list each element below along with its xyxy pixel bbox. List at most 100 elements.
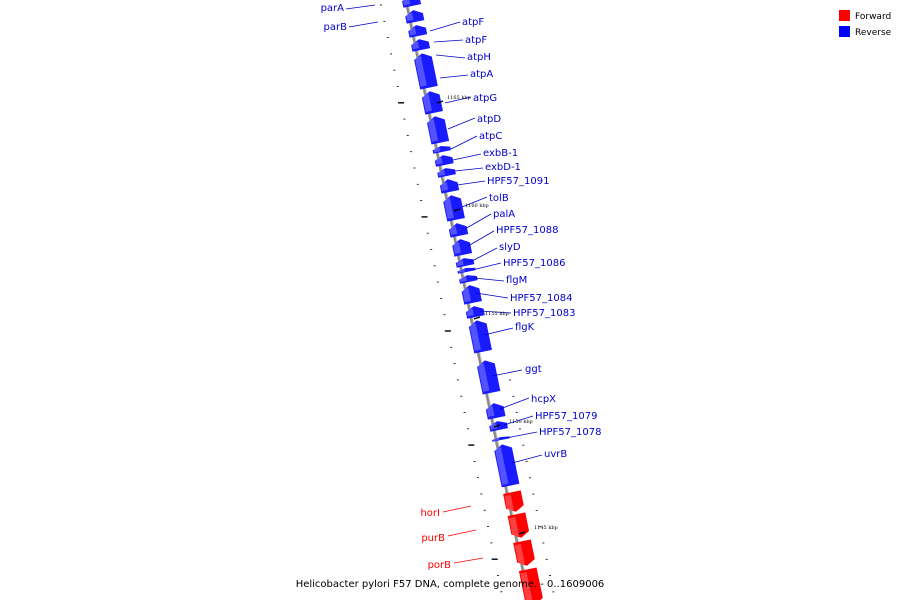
gene-flgK[interactable] (468, 319, 492, 354)
gene-label[interactable]: tolB (489, 193, 509, 204)
gene-arrow (402, 0, 422, 8)
gene-slyD[interactable] (455, 256, 475, 268)
legend-item-reverse[interactable]: Reverse (839, 26, 892, 38)
gene-parA[interactable] (401, 0, 422, 8)
gene-HPF57_1083[interactable] (465, 304, 485, 319)
gene-label[interactable]: exbD-1 (485, 162, 521, 173)
gene-label[interactable]: atpC (479, 131, 502, 142)
gene-arrow (434, 155, 454, 167)
gene-highlight (494, 447, 509, 485)
leader-line (471, 262, 502, 271)
gene-horI[interactable] (503, 490, 525, 513)
gene-label[interactable]: atpD (477, 114, 501, 125)
kbp-tick (493, 424, 501, 428)
gene-label[interactable]: parB (324, 22, 348, 33)
gene-arrow (455, 258, 475, 268)
gene-highlight (452, 241, 462, 254)
gene-label[interactable]: atpF (465, 35, 487, 46)
gene-highlight (422, 94, 432, 112)
gene-palA[interactable] (448, 221, 469, 238)
gene-label[interactable]: porB (428, 560, 452, 571)
gene-label[interactable]: ggt (525, 364, 542, 375)
gene-label[interactable]: horI (420, 508, 440, 519)
gene-label[interactable]: purB (421, 533, 445, 544)
gene-label[interactable]: atpA (470, 69, 493, 80)
kbp-scale-labels: 1165 kbp 1160 kbp 1155 kbp 1150 kbp 1145 kbp (436, 95, 558, 535)
gene-HPF57_1078[interactable] (492, 435, 511, 442)
gene-label[interactable]: flgM (506, 275, 527, 286)
gene-highlight (433, 147, 441, 153)
gene-porB[interactable] (518, 567, 544, 600)
gene-label[interactable]: slyD (499, 242, 521, 253)
gene-arrow (465, 306, 485, 319)
leader-line (453, 557, 484, 564)
leader-line (491, 369, 523, 377)
gene-labels: parA parB atpF atpF atpH atpA atpG atpD atpC exbB… (321, 3, 602, 571)
gene-HPF57_1084[interactable] (461, 283, 482, 305)
leader-line (447, 117, 476, 130)
leader-line (473, 277, 505, 282)
gene-label[interactable]: HPF57_1088 (496, 225, 558, 236)
gene-highlight (520, 572, 533, 600)
gene-tolB[interactable] (442, 193, 465, 222)
gene-hcpX[interactable] (485, 401, 506, 420)
gene-atpD[interactable] (426, 114, 450, 145)
gene-porB[interactable] (513, 539, 536, 567)
gene-label[interactable]: HPF57_1091 (487, 176, 549, 187)
gene-label[interactable]: hcpX (531, 394, 556, 405)
gene-HPF57_1079[interactable] (489, 419, 508, 432)
gene-arrow (503, 490, 524, 512)
gene-arrow (448, 223, 469, 238)
gene-label[interactable]: palA (493, 209, 515, 220)
gene-label[interactable]: HPF57_1084 (510, 293, 572, 304)
gene-label[interactable]: HPF57_1086 (503, 258, 565, 269)
leader-line (511, 454, 543, 464)
gene-highlight (443, 198, 454, 219)
gene-arrow (443, 195, 465, 222)
leader-line (499, 397, 530, 410)
gene-ggt[interactable] (476, 359, 501, 395)
gene-label[interactable]: HPF57_1078 (539, 427, 601, 438)
gene-HPF57_1091[interactable] (439, 177, 460, 194)
gene-purB[interactable] (507, 512, 530, 539)
gene-label[interactable]: HPF57_1083 (513, 308, 575, 319)
gene-exbD-1[interactable] (437, 166, 456, 178)
gene-atpH[interactable] (410, 37, 431, 52)
kbp-tick (473, 316, 481, 320)
gene-label[interactable]: atpF (462, 17, 484, 28)
gene-arrow (457, 267, 476, 274)
gene-highlight (402, 0, 411, 6)
gene-HPF57_1086[interactable] (457, 266, 476, 274)
gene-arrow (489, 421, 508, 432)
gene-label[interactable]: exbB-1 (483, 148, 518, 159)
legend-item-forward[interactable]: Forward (839, 10, 891, 22)
gene-label[interactable]: uvrB (544, 449, 567, 460)
legend-swatch-reverse (839, 26, 850, 37)
gene-flgM[interactable] (459, 273, 478, 284)
kbp-label: 1155 kbp (485, 311, 509, 317)
leader-line (469, 247, 498, 263)
gene-label[interactable]: HPF57_1079 (535, 411, 597, 422)
gene-arrow (492, 436, 511, 442)
gene-uvrB[interactable] (493, 443, 520, 488)
gene-label[interactable]: flgK (515, 322, 535, 333)
gene-HPF57_1088[interactable] (451, 237, 473, 257)
leader-line (483, 327, 514, 336)
gene-atpC[interactable] (432, 144, 451, 154)
gene-atpA[interactable] (413, 52, 438, 90)
gene-label[interactable]: parA (321, 3, 345, 14)
gene-arrow (452, 239, 473, 257)
gene-atpG[interactable] (421, 89, 443, 115)
gene-highlight (456, 259, 464, 266)
gene-atpF[interactable] (404, 8, 425, 24)
leader-line (505, 431, 538, 439)
legend-label-forward: Forward (855, 12, 891, 22)
gene-highlight (486, 405, 495, 418)
gene-atpF[interactable] (407, 23, 428, 38)
gene-exbB-1[interactable] (434, 153, 454, 167)
gene-label[interactable]: atpH (467, 52, 491, 63)
kbp-label: 1145 kbp (534, 525, 558, 531)
map-footer-title: Helicobacter pylori F57 DNA, complete ge… (296, 579, 605, 590)
gene-highlight (411, 41, 420, 50)
gene-label[interactable]: atpG (473, 93, 497, 104)
